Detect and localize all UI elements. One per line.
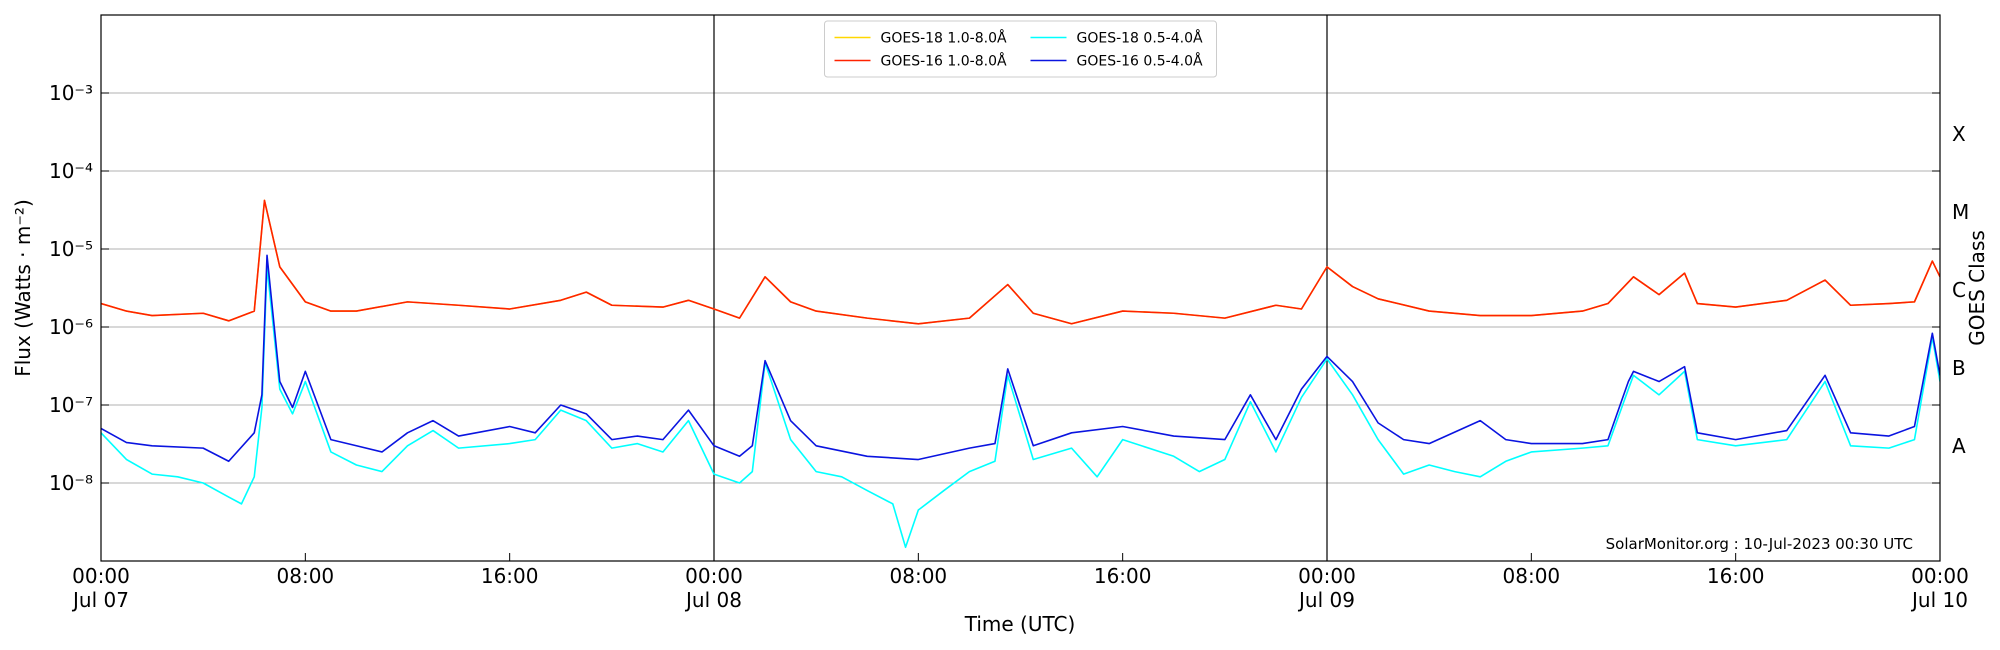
x-tick-label: 08:00 — [890, 564, 948, 588]
x-tick-label: 08:00 — [277, 564, 335, 588]
legend-label: GOES-18 0.5-4.0Å — [1077, 30, 1203, 47]
legend-label: GOES-16 0.5-4.0Å — [1077, 53, 1203, 70]
x-tick-label: 16:00 — [1094, 564, 1152, 588]
legend-box — [824, 20, 1217, 78]
annotation: SolarMonitor.org : 10-Jul-2023 00:30 UTC — [1606, 535, 1913, 553]
x-tick-label: 00:00 Jul 09 — [1297, 564, 1356, 612]
x-tick-label: 16:00 — [481, 564, 539, 588]
y-tick-label: 10⁻⁸ — [49, 471, 93, 495]
y2-tick-label: M — [1952, 200, 1969, 224]
y2-axis-label: GOES Class — [1965, 230, 1989, 346]
plot-frame — [100, 14, 1941, 562]
legend-label: GOES-18 1.0-8.0Å — [881, 30, 1007, 47]
series-line — [101, 199, 1940, 325]
y-tick-label: 10⁻⁴ — [49, 159, 93, 183]
x-tick-label: 00:00 Jul 08 — [684, 564, 743, 612]
x-tick-label: 00:00 Jul 10 — [1910, 564, 1969, 612]
y2-tick-label: C — [1952, 278, 1966, 302]
y-axis-label: Flux (Watts · m⁻²) — [11, 199, 35, 377]
series-line — [101, 266, 1940, 549]
x-axis-label: Time (UTC) — [964, 612, 1076, 636]
legend-label: GOES-16 1.0-8.0Å — [881, 53, 1007, 70]
y-tick-label: 10⁻³ — [49, 81, 93, 105]
x-tick-label: 08:00 — [1503, 564, 1561, 588]
y2-tick-label: X — [1952, 122, 1966, 146]
y-tick-label: 10⁻⁶ — [49, 315, 93, 339]
x-tick-label: 00:00 Jul 07 — [71, 564, 130, 612]
y-tick-label: 10⁻⁷ — [49, 393, 93, 417]
series-line — [101, 254, 1940, 463]
y2-tick-label: B — [1952, 356, 1966, 380]
y2-tick-label: A — [1952, 434, 1966, 458]
x-tick-label: 16:00 — [1707, 564, 1765, 588]
y-tick-label: 10⁻⁵ — [49, 237, 93, 261]
